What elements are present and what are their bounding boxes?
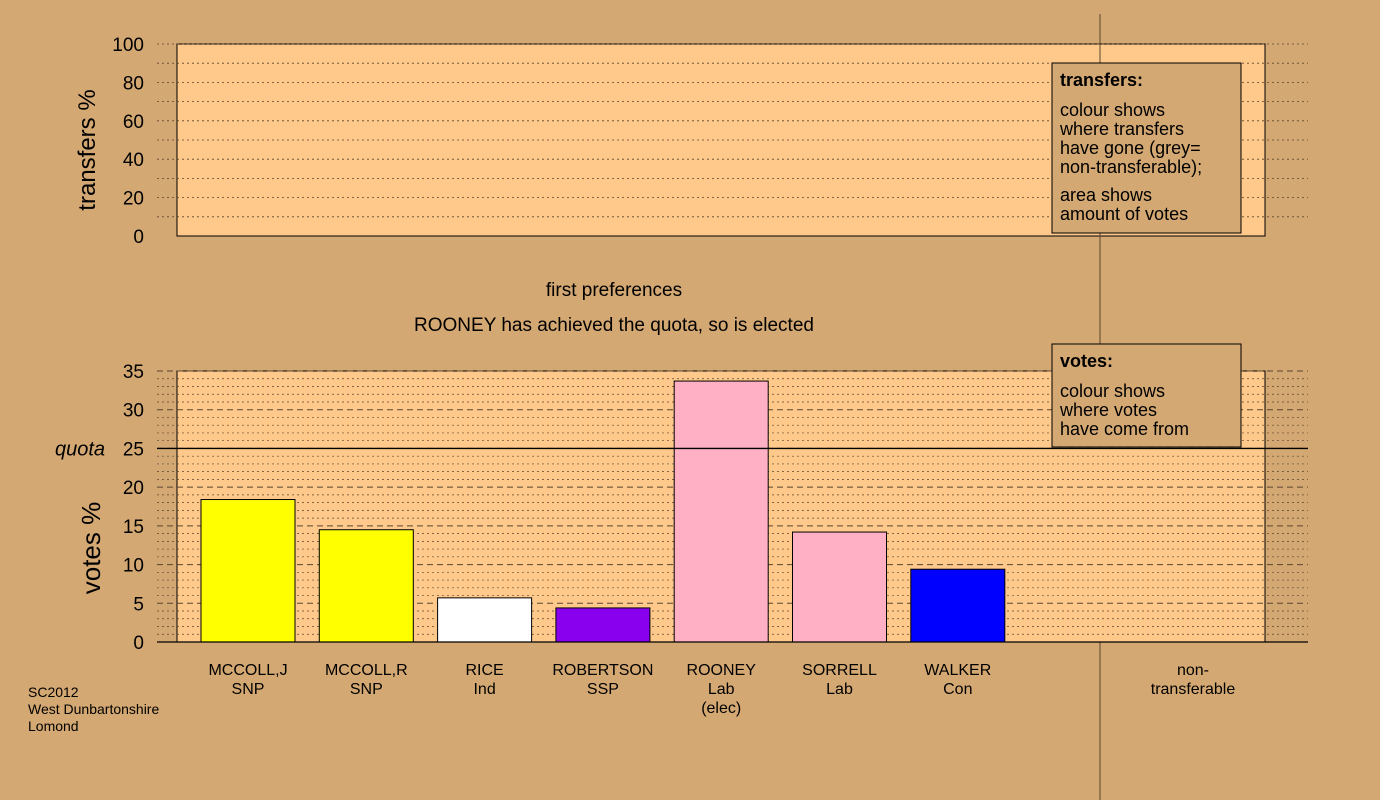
bar-walker [910,568,1006,643]
bar-sorrell [792,531,887,643]
transfers-y-axis-label: transfers % [74,89,101,210]
x-tick-label-non-transferable: transferable [1151,681,1236,698]
x-tick-label: Lab [826,681,853,698]
legend-votes-line: have come from [1060,419,1189,439]
x-tick-label: WALKER [924,662,991,679]
legend-votes-title: votes: [1060,351,1113,371]
bar-robertson [555,607,651,643]
x-tick-label: RICE [465,662,503,679]
bar-mccoll-j [200,499,296,643]
votes-y-axis-label: votes % [76,502,106,595]
bar-mccoll-r [318,529,414,643]
transfers-y-tick-label: 20 [123,189,144,210]
legend-transfers-line: amount of votes [1060,204,1188,224]
transfers-y-ticks: 0 20 40 60 80 100 [112,35,144,248]
legend-transfers-box [1051,62,1242,234]
transfers-y-tick-label: 60 [123,112,144,133]
legend-transfers-line: area shows [1060,185,1152,205]
x-tick-label: Con [943,681,972,698]
votes-y-tick-label: 10 [123,556,144,577]
footer-line: West Dunbartonshire [28,701,159,717]
bar-rice [437,597,533,643]
votes-y-tick-label: 20 [123,478,144,499]
x-tick-label: SSP [587,681,619,698]
x-tick-label: SNP [350,681,383,698]
footer-line: SC2012 [28,684,79,700]
transfers-grid [157,43,1308,218]
x-tick-label: MCCOLL,J [208,662,287,679]
bar-rooney [673,380,769,643]
legend-transfers-line: colour shows [1060,100,1165,120]
votes-bars [200,380,1006,643]
x-tick-label: ROBERTSON [552,662,653,679]
legend-votes-box [1051,343,1242,448]
legend-transfers-line: non-transferable); [1060,157,1202,177]
stage-title: first preferences [546,280,682,301]
x-tick-label: Ind [473,681,495,698]
footer-line: Lomond [28,718,79,734]
votes-y-tick-label: 5 [133,594,144,615]
votes-y-tick-label: 30 [123,401,144,422]
legend-transfers-line: where transfers [1059,119,1184,139]
quota-label: quota [55,438,105,460]
x-tick-label: ROONEY [687,662,757,679]
votes-x-labels: MCCOLL,J SNP MCCOLL,R SNP RICE Ind ROBERTSON SS… [208,662,1235,717]
legend-votes-line: colour shows [1060,381,1165,401]
legend-votes: votes: colour shows where votes have com… [1051,343,1242,448]
x-tick-label: (elec) [701,700,741,717]
footer: SC2012 West Dunbartonshire Lomond [28,684,159,734]
legend-transfers: transfers: colour shows where transfers … [1051,62,1242,234]
x-tick-label-non-transferable: non- [1177,662,1209,679]
transfers-y-tick-label: 80 [123,73,144,94]
x-tick-label: SNP [232,681,265,698]
transfers-y-tick-label: 0 [133,227,144,248]
votes-y-tick-label: 15 [123,517,144,538]
x-tick-label: MCCOLL,R [325,662,408,679]
x-tick-label: Lab [708,681,735,698]
votes-y-tick-label: 0 [133,633,144,654]
legend-transfers-title: transfers: [1060,70,1143,90]
votes-y-tick-label: 25 [123,439,144,460]
legend-transfers-line: have gone (grey= [1060,138,1201,158]
status-message: ROONEY has achieved the quota, so is ele… [414,315,814,336]
transfers-y-tick-label: 100 [112,35,144,56]
legend-votes-line: where votes [1059,400,1157,420]
votes-y-tick-label: 35 [123,362,144,383]
transfers-y-tick-label: 40 [123,150,144,171]
x-tick-label: SORRELL [802,662,877,679]
votes-y-ticks: 0 5 10 15 20 25 30 35 [123,362,144,654]
